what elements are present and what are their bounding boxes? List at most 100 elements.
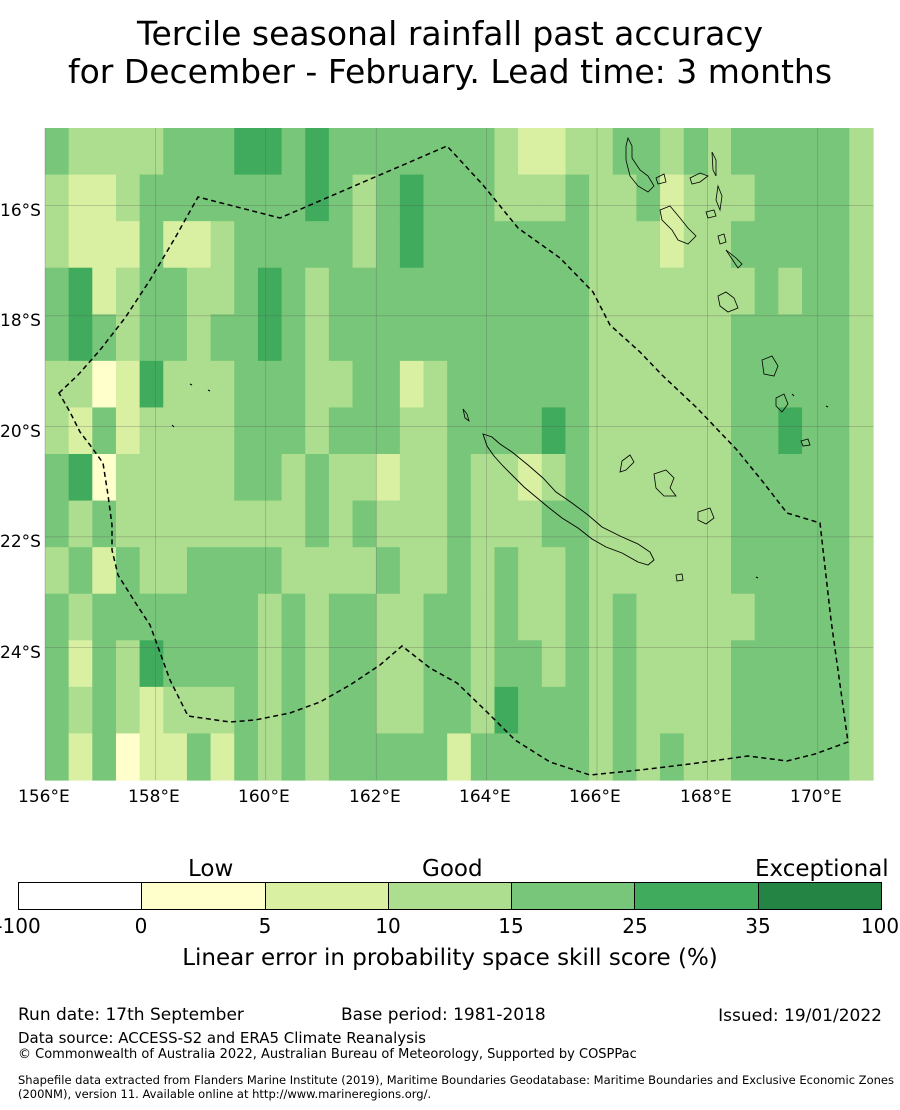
skill-cell <box>731 686 756 735</box>
skill-cell <box>257 174 283 222</box>
skill-cell <box>328 267 354 315</box>
skill-cell <box>399 686 425 735</box>
skill-cell <box>376 454 401 502</box>
skill-cell <box>376 407 401 455</box>
skill-cell <box>778 360 803 409</box>
skill-cell <box>754 454 779 502</box>
skill-cell <box>802 128 827 176</box>
skill-cell <box>186 686 212 735</box>
skill-cell <box>328 407 354 455</box>
skill-cell <box>849 360 874 409</box>
skill-cell <box>541 547 567 595</box>
skill-cell <box>399 547 425 595</box>
skill-cell <box>778 128 803 176</box>
skill-cell <box>257 733 283 781</box>
skill-cell <box>636 500 661 548</box>
skill-cell <box>447 267 472 315</box>
skill-cell <box>352 221 377 269</box>
skill-cell <box>163 407 188 455</box>
skill-cell <box>541 733 567 781</box>
skill-cell <box>636 547 661 595</box>
skill-cell <box>399 267 425 315</box>
copyright: © Commonwealth of Australia 2022, Austra… <box>18 1047 637 1062</box>
skill-cell <box>541 407 567 455</box>
pentecost-island <box>715 184 723 212</box>
skill-cell <box>447 407 472 455</box>
skill-cell <box>565 547 590 595</box>
skill-cell <box>636 686 661 735</box>
skill-cell <box>92 733 117 781</box>
skill-cell <box>518 174 543 222</box>
skill-cell <box>849 407 874 455</box>
skill-cell <box>707 593 732 641</box>
skill-cell <box>163 454 188 502</box>
skill-cell <box>849 686 874 735</box>
skill-cell <box>849 500 874 548</box>
skill-cell <box>115 733 141 781</box>
skill-cell <box>305 733 330 781</box>
skill-cell <box>825 733 850 781</box>
skill-cell <box>115 407 141 455</box>
skill-cell <box>210 500 235 548</box>
skill-cell <box>305 686 330 735</box>
skill-cell <box>541 640 567 688</box>
skill-cell <box>234 593 259 641</box>
skill-cell <box>328 128 354 176</box>
skill-cell <box>683 733 708 781</box>
skill-cell <box>139 593 164 641</box>
skill-cell <box>257 640 283 688</box>
skill-cell <box>494 733 519 781</box>
skill-cell <box>281 454 306 502</box>
skill-cell <box>115 640 141 688</box>
skill-cell <box>234 221 259 269</box>
skill-cell <box>470 547 496 595</box>
skill-cell <box>541 314 567 362</box>
skill-cell <box>257 221 283 269</box>
skill-cell <box>612 360 638 409</box>
skill-cell <box>210 686 235 735</box>
skill-cell <box>257 547 283 595</box>
skill-cell <box>352 733 377 781</box>
skill-cell <box>825 314 850 362</box>
skill-cell <box>352 314 377 362</box>
skill-cell <box>45 360 70 409</box>
skill-cell <box>399 640 425 688</box>
skill-cell <box>731 640 756 688</box>
skill-cell <box>849 547 874 595</box>
skill-cell <box>210 593 235 641</box>
skill-cell <box>707 640 732 688</box>
skill-cell <box>163 314 188 362</box>
skill-cell <box>210 174 235 222</box>
skill-cell <box>778 686 803 735</box>
skill-cell <box>352 593 377 641</box>
skill-cell <box>376 360 401 409</box>
skill-cell <box>45 407 70 455</box>
skill-cell <box>778 733 803 781</box>
skill-cell <box>589 314 614 362</box>
skill-cell <box>565 267 590 315</box>
skill-cell <box>139 174 164 222</box>
colorbar-segment <box>635 883 759 909</box>
skill-cell <box>234 454 259 502</box>
skill-cell <box>139 500 164 548</box>
skill-cell <box>589 221 614 269</box>
skill-cell <box>92 128 117 176</box>
skill-cell <box>636 221 661 269</box>
skill-grid <box>45 128 874 781</box>
skill-cell <box>423 454 448 502</box>
skill-cell <box>257 128 283 176</box>
skill-cell <box>186 733 212 781</box>
skill-cell <box>494 407 519 455</box>
skill-cell <box>210 547 235 595</box>
skill-cell <box>778 221 803 269</box>
skill-cell <box>660 640 685 688</box>
skill-cell <box>612 407 638 455</box>
skill-cell <box>470 267 496 315</box>
skill-cell <box>470 686 496 735</box>
skill-cell <box>612 128 638 176</box>
lat-tick-22s: 22°S <box>0 532 41 552</box>
skill-cell <box>186 314 212 362</box>
skill-cell <box>754 267 779 315</box>
skill-cell <box>707 128 732 176</box>
skill-cell <box>163 593 188 641</box>
